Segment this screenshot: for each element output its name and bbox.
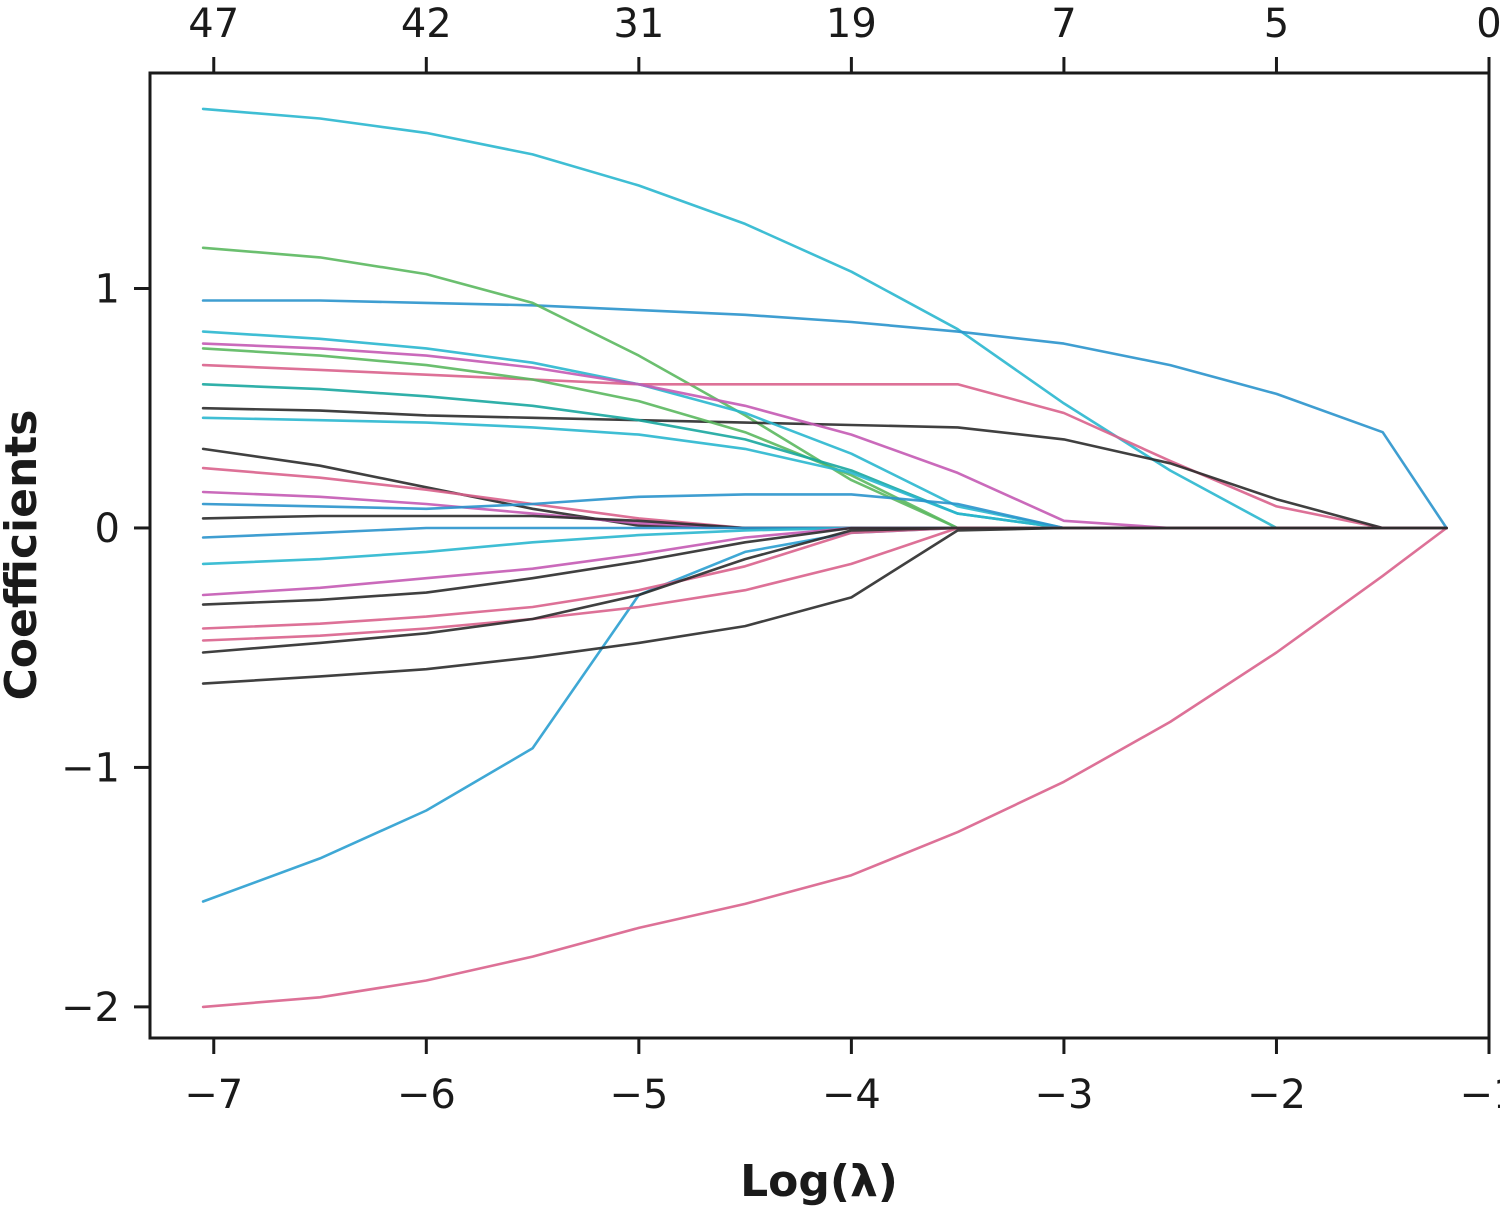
coefficient-path-6 — [201, 363, 1448, 530]
top-tick-label: 0 — [1476, 1, 1500, 47]
coefficient-path-7 — [201, 406, 1448, 530]
coefficient-path-19 — [201, 526, 1448, 566]
coefficient-path-25 — [201, 526, 1448, 685]
y-tick-label: −2 — [61, 985, 120, 1031]
top-tick-label: 47 — [188, 1, 239, 47]
coefficient-path-22 — [201, 526, 1448, 630]
x-tick-label: −6 — [397, 1072, 456, 1118]
x-tick-label: −5 — [609, 1072, 668, 1118]
top-tick-label: 19 — [826, 1, 877, 47]
top-tick-label: 31 — [613, 1, 664, 47]
coefficient-path-15 — [201, 490, 1448, 530]
coefficient-path-23 — [201, 526, 1448, 642]
axis-ticks: −7 −6 −5 −4 −3 −2 −1 47 42 31 19 7 5 0 −2 −1 0 1 — [61, 1, 1500, 1118]
coefficient-path-21 — [201, 526, 1448, 606]
x-tick-label: −1 — [1460, 1072, 1500, 1118]
coefficient-path-11 — [201, 382, 1448, 530]
coefficient-path-24 — [201, 526, 1448, 654]
x-tick-label: −7 — [184, 1072, 243, 1118]
coefficient-path-4 — [201, 526, 1448, 903]
series-lines — [201, 107, 1448, 1009]
y-tick-label: 1 — [95, 267, 120, 313]
x-tick-label: −4 — [822, 1072, 881, 1118]
plot-frame — [148, 71, 1491, 1040]
x-tick-label: −2 — [1247, 1072, 1306, 1118]
top-tick-label: 5 — [1264, 1, 1289, 47]
coefficient-path-12 — [201, 416, 1448, 530]
top-tick-label: 42 — [401, 1, 452, 47]
y-tick-label: 0 — [95, 506, 120, 552]
coefficient-path-3 — [201, 526, 1448, 1009]
coefficient-path-2 — [201, 299, 1448, 530]
x-tick-label: −3 — [1034, 1072, 1093, 1118]
y-tick-label: −1 — [61, 745, 120, 791]
x-axis-title: Log(λ) — [740, 1156, 898, 1207]
y-axis-title: Coefficients — [0, 410, 47, 701]
top-tick-label: 7 — [1051, 1, 1076, 47]
